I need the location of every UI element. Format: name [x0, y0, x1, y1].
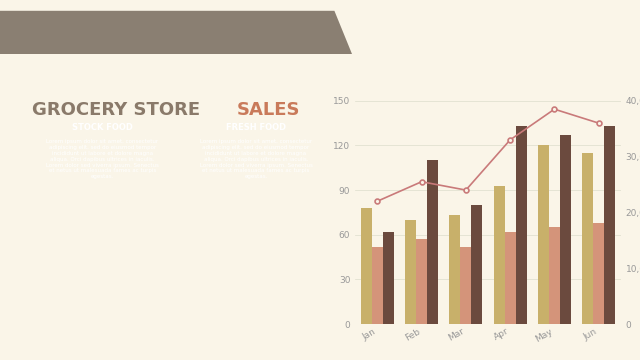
Bar [493, 186, 504, 324]
Line: Transaction: Transaction [375, 107, 601, 204]
Bar [449, 215, 460, 324]
Bar [560, 135, 571, 324]
Transaction [506, 138, 514, 142]
Text: GROCERY STORE: GROCERY STORE [32, 101, 200, 119]
Text: Lorem ipsum dolor sit amet, consectetur
adipiscing elit, sed do eiusmod tempor
i: Lorem ipsum dolor sit amet, consectetur … [46, 139, 159, 179]
Transaction [418, 180, 426, 184]
Bar [427, 160, 438, 324]
Bar [460, 247, 472, 324]
Text: SALES: SALES [237, 101, 300, 119]
Transaction [374, 199, 381, 203]
Bar [372, 247, 383, 324]
Bar [604, 126, 615, 324]
Text: Lorem ipsum dolor sit amet, consectetur
adipiscing elit, sed do eiusmod tempor
i: Lorem ipsum dolor sit amet, consectetur … [200, 139, 312, 179]
Transaction [595, 121, 602, 125]
Polygon shape [0, 11, 352, 54]
Bar [504, 232, 516, 324]
Bar [405, 220, 416, 324]
Bar [361, 208, 372, 324]
Transaction [462, 188, 470, 192]
Bar [383, 232, 394, 324]
Bar [416, 239, 427, 324]
Bar [538, 145, 549, 324]
Bar [582, 153, 593, 324]
Transaction [550, 107, 558, 111]
Text: STOCK FOOD: STOCK FOOD [72, 123, 133, 132]
Bar [549, 227, 560, 324]
Text: FRESH FOOD: FRESH FOOD [226, 123, 286, 132]
Bar [472, 205, 483, 324]
Bar [516, 126, 527, 324]
Bar [593, 223, 604, 324]
